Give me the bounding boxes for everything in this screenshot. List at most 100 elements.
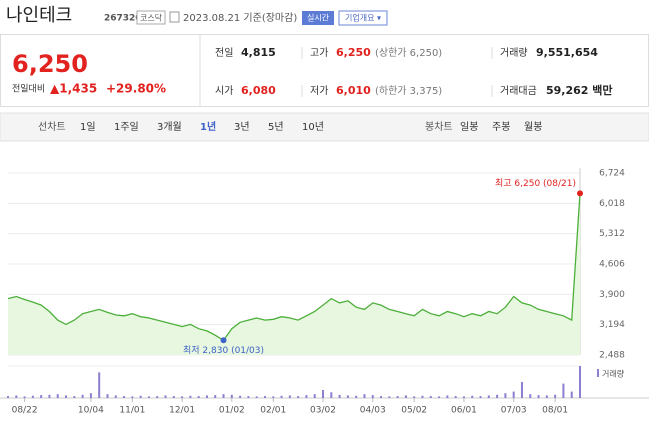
x-tick-label: 10/04 [78,406,104,416]
realtime[interactable]: 실시간 [307,13,330,23]
volume-bar [230,394,233,398]
stat-label: 거래량 [500,47,528,59]
company-button[interactable] [338,10,388,26]
volume-bar [570,391,573,398]
volume-bar [371,395,374,398]
volume-bar [438,396,441,398]
volume-legend-swatch [597,369,599,377]
x-tick-label: 11/01 [119,406,145,416]
volume-bar [297,396,300,398]
high-marker [577,190,583,197]
volume-bar [355,395,358,398]
volume-bar [15,395,18,398]
volume-bar [537,395,540,398]
tab[interactable]: 월봉 [524,121,542,133]
tab[interactable]: 1일 [80,121,96,133]
calendar-icon [169,11,180,23]
volume-bar [106,394,109,398]
date: 2023.08.21 기준(장마감) [183,12,297,24]
tab-label: 선차트 [38,121,66,133]
volume-bar [520,382,523,398]
volume-bar [65,395,68,398]
stock-name: 나인테크 [6,5,72,26]
y-tick-label: 3,900 [599,290,625,300]
volume-bar [554,394,557,398]
volume-bar [48,394,51,398]
volume-bar [330,392,333,398]
volume-bar [263,396,266,398]
volume-bar [98,372,101,398]
volume-bar [81,394,84,398]
stat-value: 59,262 백만 [546,83,613,97]
volume-legend: 거래량 [602,369,625,379]
volume-bar [471,395,474,398]
price-line [7,193,581,342]
stat-label: 전일 [215,47,233,59]
volume-bar [197,396,200,398]
low-label: 최저 2,830 (01/03) [183,345,264,356]
volume-bar [247,396,250,398]
stat-note: (하한가 3,375) [375,84,442,97]
y-tick-label: 5,312 [599,229,625,239]
market: 코스닥 [140,13,163,23]
tab[interactable]: 주봉 [492,121,510,133]
volume-bar [222,394,225,398]
volume-bar [479,396,482,398]
high-label: 최고 6,250 (08/21) [495,178,576,189]
volume-bar [239,395,242,398]
volume-bar [322,390,325,398]
y-tick-label: 4,606 [599,260,625,270]
tab[interactable]: 3개월 [157,121,182,133]
tab[interactable]: 일봉 [460,121,478,133]
stat-label: 시가 [215,85,233,97]
volume-bar [123,396,126,398]
realtime-badge[interactable] [302,11,334,25]
volume-bar [454,396,457,398]
volume-bar [413,396,416,398]
volume-bar [280,395,283,398]
company[interactable]: 기업개요 ▾ [345,13,381,23]
volume-bar [462,396,465,398]
tab[interactable]: 3년 [234,121,250,133]
volume-bar [189,395,192,398]
volume-bar [313,394,316,398]
x-tick-label: 02/01 [260,406,286,416]
stat-label: 거래대금 [500,85,537,97]
stat-label: 고가 [310,47,328,59]
volume-bar [346,395,349,398]
change-label: 전일대비 [12,84,45,95]
volume-bar [579,366,581,398]
volume-bar [504,393,507,398]
volume-bar [388,396,391,398]
tabs: 선차트 1일 1주일 3개월 1년 3년 5년 10년 봉차트 일봉 주봉 월봉 [38,120,542,133]
y-tick-label: 3,194 [599,320,625,330]
x-tick-label: 03/02 [310,406,336,416]
market-badge [136,10,166,25]
tab[interactable]: 1주일 [114,121,139,133]
volume-bar [31,395,34,398]
volume-bar [512,391,515,398]
stat-note: (상한가 6,250) [375,47,442,59]
volume-bar [487,395,490,398]
volume-bar [73,396,76,398]
volume-bar [404,395,407,398]
volume-bar [496,394,499,398]
volume-bar [545,395,548,398]
volume-bar [396,396,399,398]
stat-value: 6,250 [336,46,371,59]
volume-bar [363,394,366,398]
price: 6,250 [12,50,88,78]
volume-bar [255,396,258,398]
tab[interactable]: 10년 [302,121,324,133]
volume-bar [40,395,43,398]
y-tick-label: 2,488 [599,351,625,361]
volume-bar [114,395,117,398]
change: ▲1,435 [50,82,97,96]
tab[interactable]: 1년 [200,120,216,133]
tab[interactable]: 5년 [268,121,284,133]
volume-bar [562,383,565,398]
tab-label: 봉차트 [425,121,453,133]
stat-value: 6,080 [241,84,276,97]
